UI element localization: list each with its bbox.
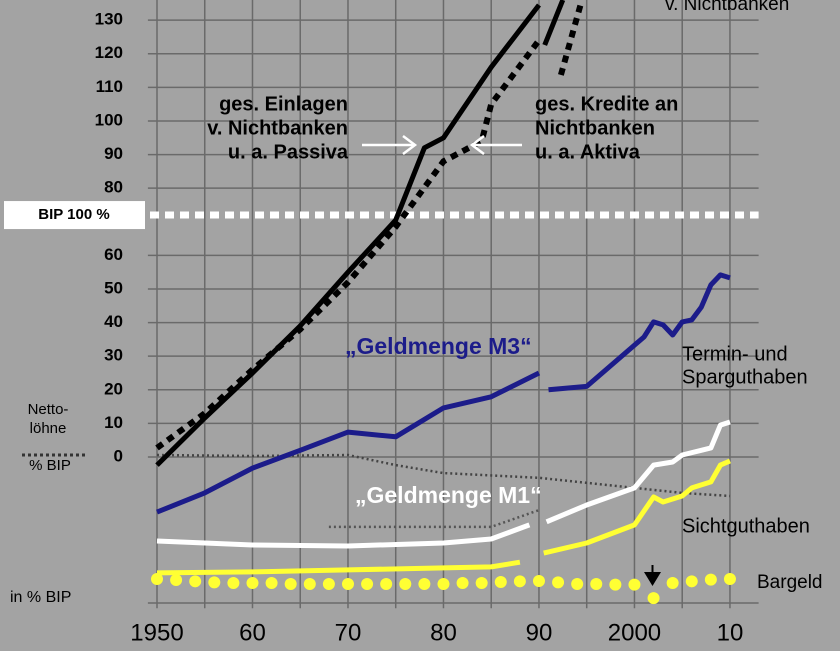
dot xyxy=(456,576,469,589)
series-line xyxy=(328,508,540,529)
marker-arrow xyxy=(644,572,661,586)
dot xyxy=(265,576,278,589)
dot xyxy=(685,575,698,588)
annotation: u. a. Passiva xyxy=(228,141,349,163)
series-line xyxy=(156,370,541,515)
y-tick-label: 30 xyxy=(104,346,123,365)
y-tick-label: 40 xyxy=(104,312,123,331)
x-tick-label: 2000 xyxy=(608,619,661,646)
series-line xyxy=(156,453,731,498)
dot xyxy=(666,576,679,589)
annotation: ges. Einlagen xyxy=(219,93,348,115)
dot xyxy=(532,574,545,587)
dot xyxy=(208,576,221,589)
dot xyxy=(609,578,622,591)
annotation: Bargeld xyxy=(757,572,823,593)
reference-label-box xyxy=(4,201,145,230)
y-tick-label: 110 xyxy=(96,77,123,96)
dot xyxy=(189,575,202,588)
dot xyxy=(227,576,240,589)
annotation: Netto- xyxy=(28,401,69,418)
dot xyxy=(494,575,507,588)
dot xyxy=(303,578,316,591)
dot xyxy=(246,576,259,589)
annotation: Nichtbanken xyxy=(535,117,655,139)
dot xyxy=(361,578,374,591)
dot xyxy=(341,578,354,591)
annotation: ges. Kredite an xyxy=(535,93,678,115)
x-tick-label: 90 xyxy=(526,619,553,646)
dot xyxy=(723,572,736,585)
x-tick-label: 1950 xyxy=(130,619,183,646)
dot xyxy=(475,576,488,589)
y-tick-label: 10 xyxy=(104,413,123,432)
dot xyxy=(571,578,584,591)
dot xyxy=(513,575,526,588)
dot xyxy=(170,573,183,586)
series-line xyxy=(543,458,731,556)
x-tick-label: 60 xyxy=(239,619,266,646)
annotation: Sparguthaben xyxy=(682,366,808,388)
annotation: „Geldmenge M1“ xyxy=(355,482,542,508)
y-tick-label: 50 xyxy=(104,278,123,297)
annotation: v. Nichtbanken xyxy=(665,0,789,15)
y-tick-label: 130 xyxy=(95,10,123,29)
y-tick-label: 60 xyxy=(104,245,123,264)
series-line xyxy=(548,272,731,393)
annotation: % BIP xyxy=(29,457,71,474)
annotation: „Geldmenge M3“ xyxy=(345,333,532,359)
y-tick-label: 0 xyxy=(114,446,123,465)
dot xyxy=(590,578,603,591)
dot xyxy=(647,592,660,605)
dot xyxy=(399,578,412,591)
dot xyxy=(284,578,297,591)
x-tick-label: 80 xyxy=(430,619,457,646)
y-tick-label: 120 xyxy=(95,43,123,62)
series-line xyxy=(545,419,731,525)
y-tick-label: 20 xyxy=(104,379,123,398)
y-tick-label: 90 xyxy=(104,144,123,163)
dot xyxy=(380,578,393,591)
dot xyxy=(552,576,565,589)
y-tick-label: 100 xyxy=(95,110,123,129)
series-line xyxy=(155,38,542,451)
series-line xyxy=(156,559,521,576)
dot xyxy=(437,578,450,591)
annotation: u. a. Aktiva xyxy=(535,141,641,163)
series-line xyxy=(156,522,531,549)
reference-label: BIP 100 % xyxy=(38,206,109,223)
y-tick-label: 80 xyxy=(104,178,123,197)
dot xyxy=(704,573,717,586)
arrow-head xyxy=(402,135,418,155)
arrow-head xyxy=(469,135,485,155)
series-line xyxy=(542,0,566,46)
x-tick-label: 70 xyxy=(335,619,362,646)
series-line xyxy=(155,3,541,467)
dot xyxy=(150,572,163,585)
dot xyxy=(628,578,641,591)
x-tick-label: 10 xyxy=(717,619,744,646)
annotation: Sichtguthaben xyxy=(682,515,810,537)
annotation: v. Nichtbanken xyxy=(207,117,348,139)
dot xyxy=(418,578,431,591)
dot xyxy=(322,578,335,591)
annotation: Termin- und xyxy=(682,343,788,365)
annotation: in % BIP xyxy=(10,589,71,606)
annotation: löhne xyxy=(30,420,67,437)
